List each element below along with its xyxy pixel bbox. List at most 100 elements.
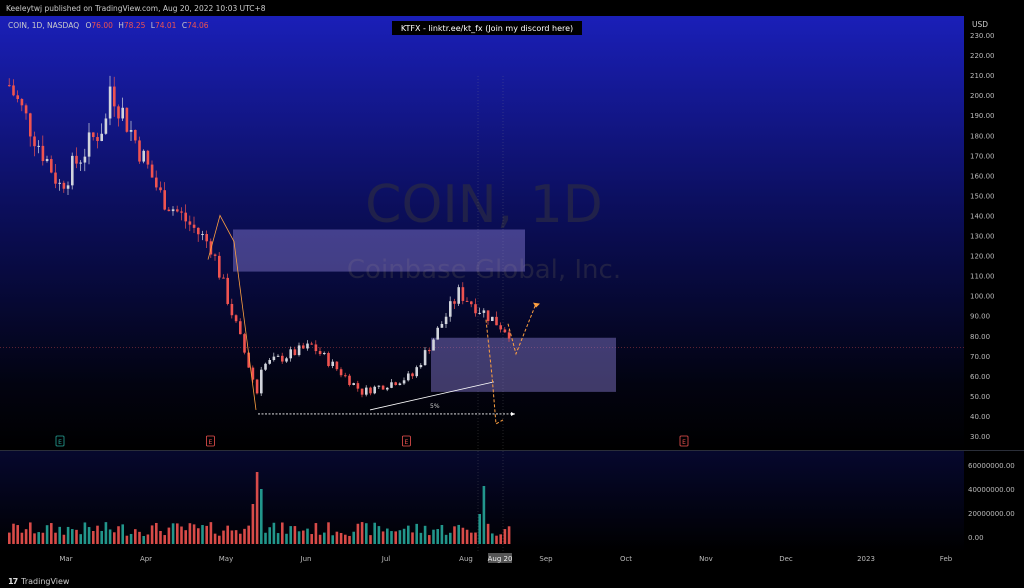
candle-body <box>54 172 57 184</box>
volume-bar <box>461 527 465 544</box>
volume-bar <box>16 525 19 544</box>
candle-body <box>125 107 129 132</box>
candle-body <box>134 129 137 141</box>
price-axis[interactable]: 230.00 220.00 210.00 200.00 190.00 180.00 170.… <box>970 32 995 441</box>
time-tick-label: Dec <box>779 555 793 563</box>
volume-bar <box>209 522 213 544</box>
candle-body <box>12 85 15 96</box>
volume-bar <box>411 532 414 544</box>
price-pane-bg <box>0 16 964 450</box>
price-tick-label: 150.00 <box>970 192 995 200</box>
candle-body <box>419 365 423 368</box>
volume-axis[interactable]: 60000000.00 40000000.00 20000000.00 0.00 <box>968 462 1015 542</box>
volume-bar <box>87 527 91 544</box>
legend-low-label: L <box>151 21 156 30</box>
volume-bar <box>171 523 175 544</box>
volume-bar <box>201 525 204 544</box>
candle-body <box>482 310 486 313</box>
candle-body <box>415 367 418 377</box>
candle-body <box>218 255 221 278</box>
earnings-marker-icon <box>55 435 65 447</box>
volume-bar <box>394 531 397 544</box>
price-tick-label: 180.00 <box>970 132 995 140</box>
candle-body <box>369 387 372 394</box>
volume-bar <box>230 530 234 544</box>
volume-layer <box>8 472 511 544</box>
candle-body <box>87 132 91 157</box>
candle-body <box>402 380 406 384</box>
volume-bar <box>352 531 355 544</box>
trend-label: 5% <box>430 403 440 410</box>
candle-body <box>264 363 267 370</box>
time-tick-label: Jun <box>300 555 312 563</box>
volume-bar <box>24 529 28 544</box>
volume-bar <box>436 529 439 544</box>
volume-bar <box>83 522 87 544</box>
price-tick-label: 80.00 <box>970 333 990 341</box>
legend: COIN, 1D, NASDAQ O76.00 H78.25 L74.01 C7… <box>8 21 209 30</box>
candle-body <box>251 367 255 380</box>
candle-body <box>138 140 141 162</box>
candle-body <box>50 159 53 173</box>
candle-body <box>176 209 179 212</box>
supply-demand-zone <box>431 337 616 392</box>
volume-bar <box>155 522 158 544</box>
candle-body <box>45 159 49 162</box>
volume-bar <box>79 534 82 544</box>
volume-bar <box>50 523 53 544</box>
volume-bar <box>8 532 11 544</box>
footer-brand[interactable]: TradingView <box>21 577 70 586</box>
time-tick-label: Jul <box>381 555 391 563</box>
watermark-company: Coinbase Global, Inc. <box>347 255 621 285</box>
price-tick-label: 30.00 <box>970 433 990 441</box>
chart-svg[interactable]: COIN, 1D Coinbase Global, Inc. 5% E E E E 2… <box>0 16 1024 570</box>
volume-bar <box>192 524 196 544</box>
candle-body <box>390 382 393 388</box>
price-tick-label: 140.00 <box>970 212 995 220</box>
volume-bar <box>440 524 444 544</box>
earnings-marker-icon <box>401 435 411 447</box>
price-axis-bg <box>964 16 1024 570</box>
chart-area[interactable]: COIN, 1D Coinbase Global, Inc. 5% E E E E 2… <box>0 16 1024 570</box>
volume-bar <box>369 535 372 544</box>
volume-bar <box>348 535 351 544</box>
candle-body <box>100 133 103 142</box>
candle-body <box>96 137 99 142</box>
volume-bar <box>104 522 108 544</box>
volume-bar <box>260 489 263 544</box>
volume-bar <box>377 526 381 544</box>
candle-body <box>71 155 74 186</box>
alt-projection-path <box>485 319 504 425</box>
candle-body <box>150 164 154 178</box>
candle-body <box>465 300 469 302</box>
candle-body <box>234 315 238 322</box>
candle-body <box>230 303 234 316</box>
candle-body <box>449 301 452 317</box>
candle-body <box>381 385 385 390</box>
candle-body <box>171 209 175 212</box>
candle-body <box>16 95 19 100</box>
volume-bar <box>432 529 435 544</box>
candle-body <box>297 345 301 356</box>
candle-body <box>411 373 414 377</box>
volume-bar <box>222 530 225 544</box>
volume-bar <box>276 533 280 544</box>
candle-body <box>247 352 250 368</box>
time-axis[interactable]: Mar Apr May Jun Jul Aug Sep Oct Nov Dec 2023 Feb Aug… <box>59 553 953 563</box>
candle-body <box>58 182 61 184</box>
volume-bar <box>150 525 154 544</box>
candle-body <box>155 177 158 188</box>
time-tick-label: May <box>219 555 233 563</box>
time-tick-label: Nov <box>699 555 713 563</box>
candle-body <box>302 345 305 349</box>
volume-bar <box>293 526 297 544</box>
price-tick-label: 230.00 <box>970 32 995 40</box>
legend-symbol: COIN, 1D, NASDAQ <box>8 21 79 30</box>
volume-bar <box>402 528 406 544</box>
banner-text[interactable]: KTFX - linktr.ee/kt_fx (Join my discord … <box>401 24 573 33</box>
candle-body <box>453 301 456 304</box>
volume-bar <box>306 528 309 544</box>
volume-bar <box>247 525 250 544</box>
volume-bar <box>323 532 326 544</box>
